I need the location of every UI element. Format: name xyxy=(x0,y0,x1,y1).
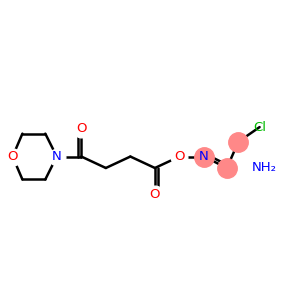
Text: O: O xyxy=(7,150,18,163)
Text: O: O xyxy=(76,122,86,135)
Text: Cl: Cl xyxy=(253,121,266,134)
Text: N: N xyxy=(52,150,62,163)
Text: O: O xyxy=(174,150,185,163)
Text: N: N xyxy=(199,150,209,163)
Text: NH₂: NH₂ xyxy=(251,161,276,175)
Text: O: O xyxy=(150,188,160,201)
